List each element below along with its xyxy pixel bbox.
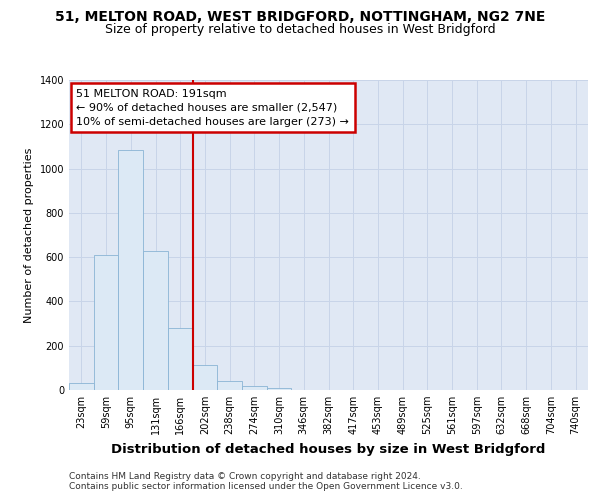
Bar — [143, 250, 168, 390]
Text: Size of property relative to detached houses in West Bridgford: Size of property relative to detached ho… — [104, 22, 496, 36]
Bar — [168, 328, 193, 390]
Bar — [118, 150, 143, 390]
Bar — [217, 381, 242, 390]
X-axis label: Distribution of detached houses by size in West Bridgford: Distribution of detached houses by size … — [112, 442, 545, 456]
Text: Contains public sector information licensed under the Open Government Licence v3: Contains public sector information licen… — [69, 482, 463, 491]
Text: 51 MELTON ROAD: 191sqm
← 90% of detached houses are smaller (2,547)
10% of semi-: 51 MELTON ROAD: 191sqm ← 90% of detached… — [76, 89, 349, 127]
Text: 51, MELTON ROAD, WEST BRIDGFORD, NOTTINGHAM, NG2 7NE: 51, MELTON ROAD, WEST BRIDGFORD, NOTTING… — [55, 10, 545, 24]
Bar — [267, 388, 292, 390]
Bar — [69, 384, 94, 390]
Bar — [193, 364, 217, 390]
Bar — [94, 255, 118, 390]
Text: Contains HM Land Registry data © Crown copyright and database right 2024.: Contains HM Land Registry data © Crown c… — [69, 472, 421, 481]
Y-axis label: Number of detached properties: Number of detached properties — [24, 148, 34, 322]
Bar — [242, 386, 267, 390]
